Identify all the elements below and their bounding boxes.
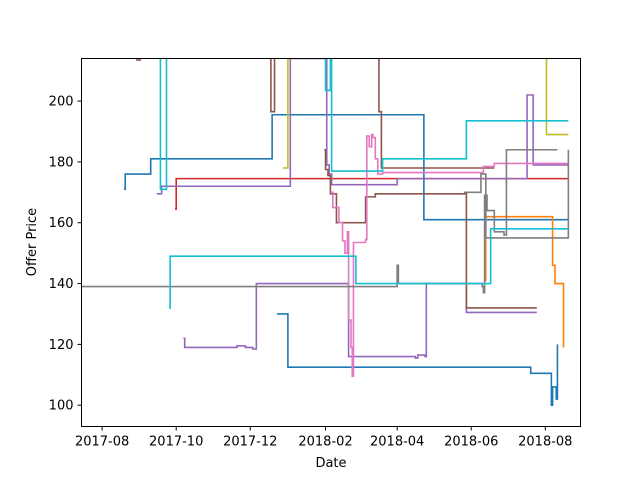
series-line-16 [159, 58, 168, 191]
x-tick-label: 2017-12 [223, 435, 277, 450]
x-tick-label: 2017-10 [149, 435, 203, 450]
y-tick-label: 120 [49, 338, 74, 353]
axes-frame [81, 58, 581, 427]
series-line-17 [168, 228, 569, 309]
y-tick-label: 200 [49, 95, 74, 110]
y-tick-label: 100 [49, 399, 74, 414]
y-tick-label: 180 [49, 155, 74, 170]
series-line-2 [276, 313, 559, 407]
series-line-9 [324, 148, 537, 309]
x-axis-label: Date [315, 456, 346, 471]
x-tick-label: 2017-08 [75, 435, 129, 450]
y-axis: 100 120 140 160 180 200 [49, 95, 82, 414]
series-line-12 [81, 148, 558, 294]
x-tick-label: 2018-06 [444, 435, 498, 450]
y-tick-label: 160 [49, 216, 74, 231]
series-line-11 [330, 133, 569, 378]
plot-area [81, 58, 570, 407]
x-tick-label: 2018-04 [370, 435, 424, 450]
series-line-5 [156, 58, 569, 195]
series-line-14 [283, 58, 293, 169]
y-axis-label: Offer Price [25, 208, 40, 276]
series-line-6 [183, 282, 537, 359]
series-line-15 [545, 58, 569, 136]
x-tick-label: 2018-08 [518, 435, 572, 450]
series-line-8 [269, 58, 276, 113]
y-tick-label: 140 [49, 277, 74, 292]
series-line-10 [377, 58, 495, 169]
series-line-13 [463, 149, 570, 239]
series-line-18 [324, 58, 569, 172]
x-axis: 2017-08 2017-10 2017-12 2018-02 2018-04 2018-… [75, 426, 572, 450]
series-line-4 [174, 177, 569, 210]
x-tick-label: 2018-02 [298, 435, 352, 450]
